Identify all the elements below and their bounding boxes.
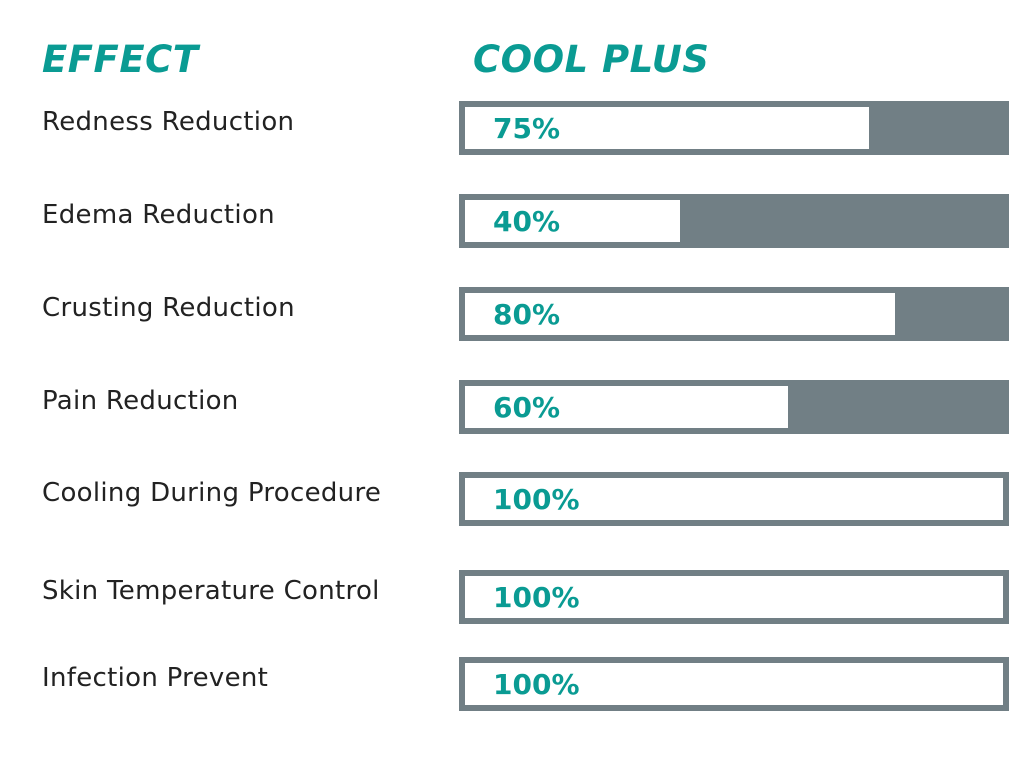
bar-value-label: 100% <box>493 482 580 516</box>
bar-value-label: 100% <box>493 667 580 701</box>
bar-track: 100% <box>459 472 1009 526</box>
row-label: Cooling During Procedure <box>42 478 382 508</box>
bar-value-label: 100% <box>493 580 580 614</box>
bar-track: 80% <box>459 287 1009 341</box>
bar-track: 60% <box>459 380 1009 434</box>
row-label: Pain Reduction <box>42 386 239 416</box>
bar-value-label: 75% <box>493 111 561 145</box>
bar-track: 40% <box>459 194 1009 248</box>
bar-fill <box>465 576 1003 618</box>
bar-track: 100% <box>459 570 1009 624</box>
row-label: Edema Reduction <box>42 200 275 230</box>
bar-value-label: 60% <box>493 390 561 424</box>
bar-fill <box>465 200 680 242</box>
row-label: Infection Prevent <box>42 663 269 693</box>
bar-fill <box>465 386 788 428</box>
row-label: Redness Reduction <box>42 107 295 137</box>
bar-fill <box>465 478 1003 520</box>
product-column-header: COOL PLUS <box>473 38 710 81</box>
bar-value-label: 80% <box>493 297 561 331</box>
bar-fill <box>465 107 869 149</box>
bar-track: 100% <box>459 657 1009 711</box>
effect-column-header: EFFECT <box>42 38 199 81</box>
row-label: Crusting Reduction <box>42 293 295 323</box>
bar-fill <box>465 663 1003 705</box>
bar-value-label: 40% <box>493 204 561 238</box>
bar-fill <box>465 293 895 335</box>
bar-track: 75% <box>459 101 1009 155</box>
row-label: Skin Temperature Control <box>42 576 380 606</box>
